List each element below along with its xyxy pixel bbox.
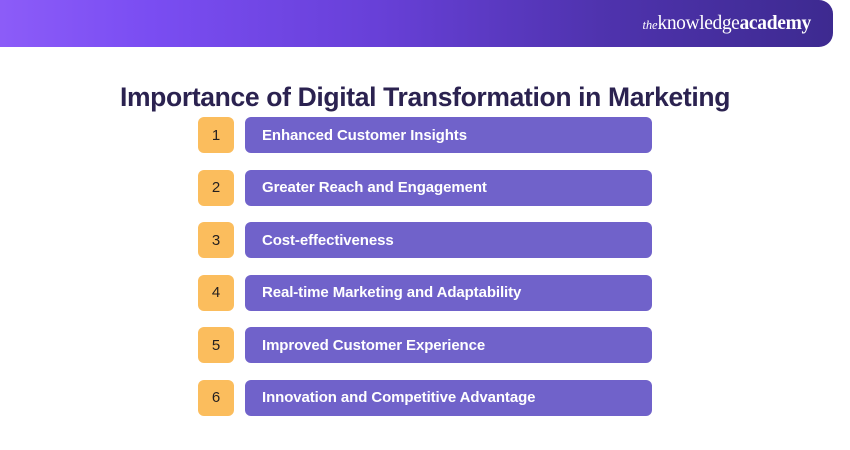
list-item: 3 Cost-effectiveness [198, 222, 652, 259]
list-item-bar: Innovation and Competitive Advantage [245, 379, 652, 416]
list-item-number-badge: 2 [198, 169, 234, 206]
list-item: 5 Improved Customer Experience [198, 327, 652, 364]
benefits-list: 1 Enhanced Customer Insights 2 Greater R… [198, 117, 652, 433]
list-item-number-badge: 4 [198, 274, 234, 311]
list-item-number-badge: 6 [198, 379, 234, 416]
brand-logo-academy: academy [739, 12, 811, 34]
list-item-label: Improved Customer Experience [262, 336, 486, 354]
list-item-bar: Real-time Marketing and Adaptability [245, 274, 652, 311]
list-item-label: Greater Reach and Engagement [262, 179, 487, 197]
list-item: 4 Real-time Marketing and Adaptability [198, 274, 652, 311]
list-item: 6 Innovation and Competitive Advantage [198, 379, 652, 416]
list-item-number-badge: 1 [198, 117, 234, 153]
list-item-number-badge: 3 [198, 222, 234, 259]
list-item-number-badge: 5 [198, 327, 234, 364]
list-item: 1 Enhanced Customer Insights [198, 117, 652, 153]
brand-logo-knowledge: knowledge [657, 12, 740, 34]
list-item-bar: Cost-effectiveness [245, 222, 652, 259]
list-item-label: Real-time Marketing and Adaptability [262, 284, 522, 302]
page-title: Importance of Digital Transformation in … [119, 81, 731, 112]
list-item-label: Cost-effectiveness [262, 231, 394, 249]
list-item-label: Innovation and Competitive Advantage [262, 389, 536, 407]
header-bar: the knowledge academy [0, 0, 833, 47]
list-item-label: Enhanced Customer Insights [262, 126, 467, 144]
list-item-bar: Enhanced Customer Insights [245, 117, 652, 153]
list-item-bar: Improved Customer Experience [245, 327, 652, 364]
brand-logo-prefix: the [642, 17, 658, 32]
list-item-bar: Greater Reach and Engagement [245, 169, 652, 206]
brand-logo: the knowledge academy [642, 14, 811, 34]
list-item: 2 Greater Reach and Engagement [198, 169, 652, 206]
